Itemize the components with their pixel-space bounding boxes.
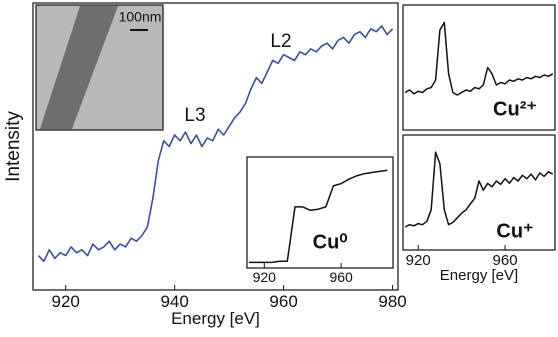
annotation: L2 xyxy=(270,31,291,52)
x-tick-label: 920 xyxy=(406,252,431,269)
x-tick-label: 920 xyxy=(253,269,277,285)
annotation: L3 xyxy=(184,105,205,126)
annotation: 100nm xyxy=(119,9,162,25)
figure: 920940960980Energy [eV]IntensityL3L2100n… xyxy=(0,0,558,337)
y-axis-label: Intensity xyxy=(3,111,24,182)
annotation: Cu⁰ xyxy=(313,231,348,253)
annotation: Cu⁺ xyxy=(496,220,533,242)
x-axis-label: Energy [eV] xyxy=(171,309,260,328)
x-tick-label: 920 xyxy=(51,292,79,311)
annotation: Cu²⁺ xyxy=(493,98,537,120)
x-axis-label: Energy [eV] xyxy=(440,267,518,284)
x-tick-label: 980 xyxy=(378,292,406,311)
x-tick-label: 960 xyxy=(329,269,353,285)
x-tick-label: 960 xyxy=(269,292,297,311)
